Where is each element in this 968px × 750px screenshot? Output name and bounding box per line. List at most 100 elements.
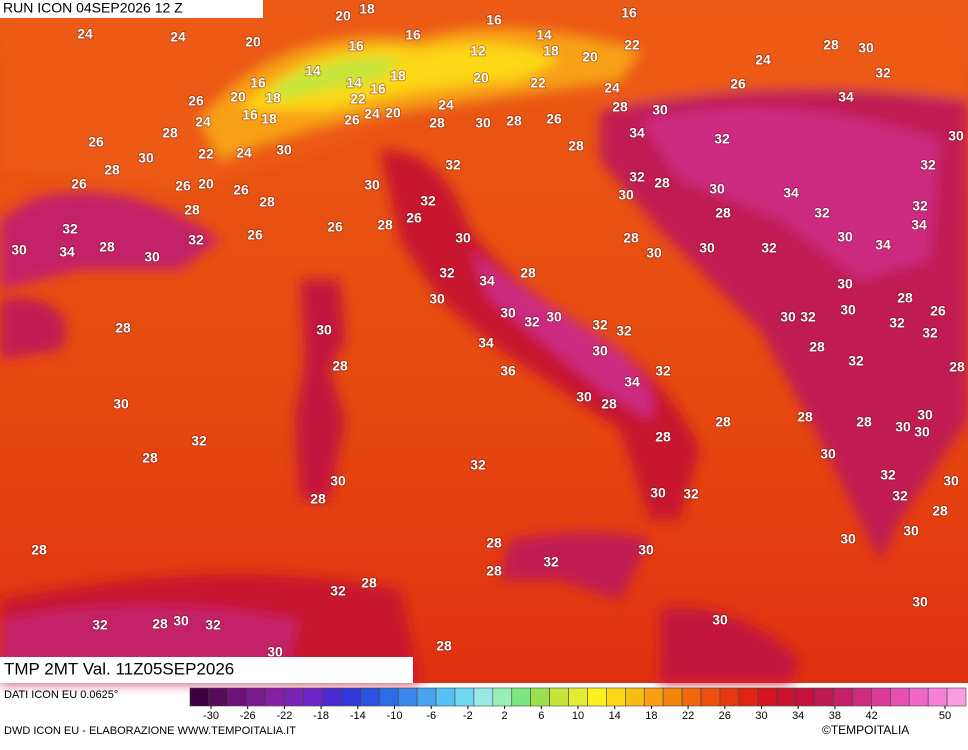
color-legend: -30 -26 -22 -18 -14 -10 -6 -2 2 6 10 14 18 22 26 30 34 38… xyxy=(189,687,967,722)
legend-swatch xyxy=(814,687,834,707)
legend-swatch xyxy=(681,687,702,707)
temperature-label: 28 xyxy=(259,194,275,210)
legend-tick-label: 2 xyxy=(502,710,508,722)
legend-swatch xyxy=(322,687,342,707)
temperature-label: 30 xyxy=(638,542,654,558)
temperature-label: 28 xyxy=(654,175,670,191)
temperature-label: 30 xyxy=(429,291,445,307)
legend-swatch xyxy=(719,687,740,707)
temperature-label: 28 xyxy=(506,113,522,129)
temperature-label: 30 xyxy=(646,245,662,261)
temperature-label: 28 xyxy=(715,414,731,430)
temperature-label: 32 xyxy=(616,323,632,339)
temperature-label: 26 xyxy=(546,111,562,127)
temperature-label: 30 xyxy=(895,419,911,435)
temperature-label: 20 xyxy=(198,176,214,192)
temperature-label: 26 xyxy=(71,176,87,192)
temperature-label: 32 xyxy=(922,325,938,341)
temperature-label: 30 xyxy=(699,240,715,256)
temperature-label: 28 xyxy=(142,450,158,466)
temperature-label: 16 xyxy=(250,75,266,91)
temperature-label: 16 xyxy=(348,38,364,54)
temperature-label: 30 xyxy=(650,485,666,501)
temperature-label: 28 xyxy=(897,290,913,306)
legend-tick-label: -30 xyxy=(203,710,219,722)
legend-tick-label: -2 xyxy=(463,710,473,722)
temperature-label: 28 xyxy=(568,138,584,154)
temperature-label: 32 xyxy=(188,232,204,248)
temperature-label: 28 xyxy=(932,503,948,519)
temperature-label: 24 xyxy=(170,29,186,45)
temperature-label: 20 xyxy=(385,105,401,121)
legend-swatch xyxy=(378,687,399,707)
legend-swatch xyxy=(625,687,645,707)
run-box xyxy=(0,0,263,18)
legend-swatch xyxy=(341,687,361,707)
temperature-label: 24 xyxy=(364,106,380,122)
copyright: ©TEMPOITALIA xyxy=(822,723,909,737)
temperature-label: 28 xyxy=(152,616,168,632)
legend-swatch xyxy=(416,687,437,707)
temperature-label: 34 xyxy=(624,374,640,390)
legend-swatch xyxy=(606,687,626,707)
legend-swatch xyxy=(662,687,683,707)
temperature-label: 32 xyxy=(543,554,559,570)
temperature-label: 30 xyxy=(173,613,189,629)
temperature-label: 28 xyxy=(104,162,120,178)
legend-swatch xyxy=(568,687,588,707)
legend-swatch xyxy=(871,687,891,707)
temperature-label: 30 xyxy=(11,242,27,258)
temperature-label: 28 xyxy=(797,409,813,425)
temperature-label: 22 xyxy=(624,37,640,53)
temperature-label: 20 xyxy=(335,8,351,24)
temperature-label: 30 xyxy=(475,115,491,131)
legend-swatch xyxy=(454,687,475,707)
temperature-label: 26 xyxy=(730,76,746,92)
temperature-label: 32 xyxy=(892,488,908,504)
legend-swatch xyxy=(435,687,456,707)
temperature-label: 22 xyxy=(530,75,546,91)
credits: DWD ICON EU - ELABORAZIONE WWW.TEMPOITAL… xyxy=(4,725,296,737)
temperature-label: 28 xyxy=(184,202,200,218)
legend-swatch xyxy=(833,687,853,707)
temperature-label: 28 xyxy=(856,414,872,430)
legend-tick-label: 50 xyxy=(939,710,951,722)
temperature-label: 32 xyxy=(714,131,730,147)
temperature-label: 30 xyxy=(330,473,346,489)
temperature-label: 30 xyxy=(837,229,853,245)
temperature-label: 30 xyxy=(316,322,332,338)
temperature-label: 28 xyxy=(655,429,671,445)
temperature-label: 32 xyxy=(889,315,905,331)
temperature-label: 32 xyxy=(592,317,608,333)
temperature-label: 26 xyxy=(930,303,946,319)
temperature-label: 26 xyxy=(188,93,204,109)
temperature-label: 16 xyxy=(242,107,258,123)
temperature-label: 34 xyxy=(479,273,495,289)
temperature-label: 28 xyxy=(520,265,536,281)
temperature-label: 28 xyxy=(436,638,452,654)
temperature-label: 32 xyxy=(880,467,896,483)
temperature-label: 32 xyxy=(191,433,207,449)
temperature-label: 32 xyxy=(848,353,864,369)
temperature-label: 34 xyxy=(59,244,75,260)
legend-tick-label: 42 xyxy=(865,710,877,722)
legend-tick-label: 18 xyxy=(645,710,657,722)
temperature-label: 20 xyxy=(582,49,598,65)
temperature-label: 22 xyxy=(198,146,214,162)
legend-swatch xyxy=(889,687,910,707)
temperature-label: 32 xyxy=(655,363,671,379)
temperature-label: 32 xyxy=(205,617,221,633)
temperature-label: 30 xyxy=(500,305,516,321)
legend-tick-label: -22 xyxy=(276,710,292,722)
temperature-label: 30 xyxy=(144,249,160,265)
temperature-label: 32 xyxy=(330,583,346,599)
legend-swatch xyxy=(473,687,494,707)
legend-tick-label: -10 xyxy=(387,710,403,722)
temperature-label: 32 xyxy=(800,309,816,325)
temperature-label: 30 xyxy=(903,523,919,539)
legend-tick-label: -18 xyxy=(313,710,329,722)
legend-swatch xyxy=(397,687,418,707)
legend-swatch xyxy=(492,687,513,707)
temperature-label: 14 xyxy=(305,63,321,79)
legend-swatch xyxy=(700,687,721,707)
